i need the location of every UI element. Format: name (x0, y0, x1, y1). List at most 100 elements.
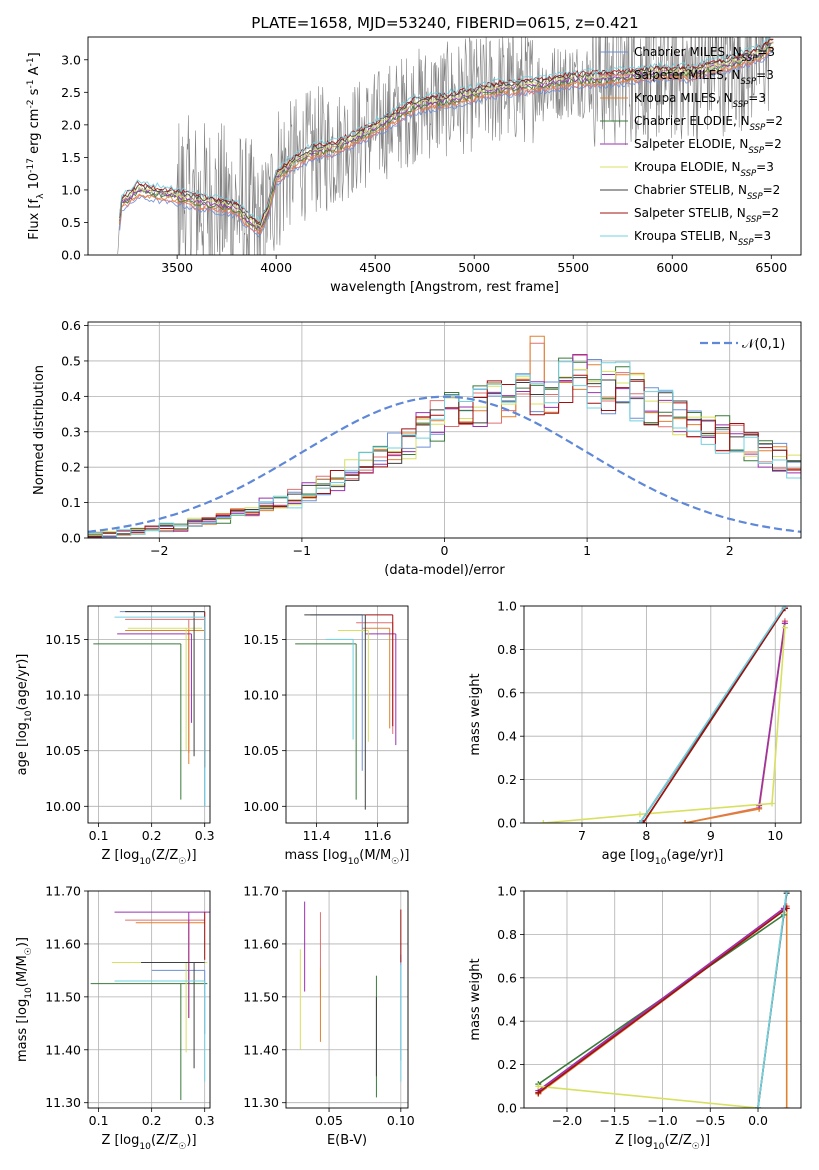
y-tick-label: 0.0 (61, 531, 81, 546)
axes-frame (523, 890, 802, 1109)
mass-weight-marker (535, 1089, 542, 1096)
legend-entry: Chabrier STELIB, NSSP=2 (634, 183, 780, 202)
spectrum-axes: 3500 4000 4500 5000 5500 6000 6500 0.0 0.5 1.0 1.5… (26, 36, 802, 295)
mass-weight-marker (783, 891, 790, 894)
legend-entry: Salpeter MILES, NSSP=3 (634, 68, 774, 87)
x-tick-label: 0.2 (142, 828, 162, 843)
mass_vs_Z-plot-area (90, 911, 210, 1101)
y-tick-label: 11.40 (45, 1042, 81, 1057)
y-tick-label: 1.0 (61, 182, 81, 197)
legend-entry: 𝒩(0,1) (742, 337, 785, 352)
axes-frame (523, 605, 802, 824)
legend-subscript: SSP (747, 192, 763, 202)
x-tick-label: 0 (441, 543, 449, 558)
weight_vs_Z-axes: −2.0 −1.5 −1.0 −0.5 0.0 0.0 0.2 0.4 0.6 0.8 1.0 Z [… (468, 884, 802, 1152)
y-tick-label: 11.40 (243, 1042, 279, 1057)
axes-frame (285, 605, 409, 824)
legend-suffix: =3 (748, 91, 766, 105)
legend-subscript: SSP (733, 100, 749, 110)
x-axis-label: Z [log10(Z/Z☉)] (615, 1133, 710, 1152)
mass-weight-marker (535, 1083, 542, 1090)
y-tick-label: 0.2 (497, 1057, 517, 1072)
y-tick-label: 1.0 (497, 599, 517, 614)
mass_vs_ebv-plot-area (299, 901, 402, 1098)
x-axis-label: Z [log10(Z/Z☉)] (101, 1133, 196, 1152)
model-spectrum-line (119, 37, 772, 224)
legend-label: Salpeter ELODIE, N (634, 137, 748, 151)
x-axis-label: E(B-V) (327, 1133, 367, 1148)
legend-label: Salpeter STELIB, N (634, 206, 746, 220)
y-axis-label: age [log10(age/yr)] (15, 654, 34, 776)
x-tick-label: −1 (293, 543, 311, 558)
y-tick-label: 0.8 (497, 642, 517, 657)
residuals-axes: −2 −1 0 1 2 0.0 0.1 0.2 0.3 0.4 0.5 0.6 (data-model)… (32, 318, 802, 578)
legend-label: Kroupa STELIB, N (634, 229, 738, 243)
x-tick-label: 9 (707, 828, 715, 843)
weight_vs_Z-plot-area (535, 891, 790, 1108)
residual-histogram-line (88, 357, 801, 535)
mass-weight-line (639, 606, 786, 823)
legend-suffix: =2 (763, 183, 781, 197)
axes-frame (87, 321, 802, 539)
y-tick-label: 11.30 (243, 1095, 279, 1110)
y-tick-label: 11.60 (45, 936, 81, 951)
y-tick-label: 11.50 (243, 989, 279, 1004)
mass-weight-marker (682, 820, 689, 823)
legend-entry: Chabrier MILES, NSSP=3 (634, 45, 775, 64)
x-axis-label: wavelength [Angstrom, rest frame] (330, 280, 559, 295)
x-tick-label: −1.5 (600, 1113, 630, 1128)
axes-frame (285, 890, 409, 1109)
legend-entry: Salpeter ELODIE, NSSP=2 (634, 137, 782, 156)
model-spectrum-line (119, 46, 774, 235)
legend-subscript: SSP (738, 238, 754, 248)
x-tick-label: 0.3 (195, 1113, 215, 1128)
legend-label: Chabrier ELODIE, N (634, 114, 750, 128)
x-tick-label: 8 (642, 828, 650, 843)
x-axis-label: Z [log10(Z/Z☉)] (101, 848, 196, 867)
mass-weight-marker (640, 820, 647, 823)
legend-suffix: =2 (765, 114, 783, 128)
x-tick-label: −0.5 (695, 1113, 725, 1128)
mass-weight-marker (781, 606, 788, 609)
y-tick-label: 10.05 (243, 743, 279, 758)
legend-suffix: =3 (754, 229, 772, 243)
x-tick-label: 6500 (755, 260, 787, 275)
y-tick-label: 11.70 (243, 884, 279, 899)
legend-suffix: =3 (756, 68, 774, 82)
y-tick-label: 0.4 (61, 389, 81, 404)
y-tick-label: 10.10 (243, 688, 279, 703)
y-tick-label: 0.6 (497, 685, 517, 700)
x-tick-label: 5500 (557, 260, 589, 275)
residual-histogram-line (88, 354, 801, 538)
y-tick-label: 0.0 (61, 248, 81, 263)
x-tick-label: −1.0 (647, 1113, 677, 1128)
axes-frame (87, 36, 802, 256)
x-tick-label: 11.4 (303, 828, 331, 843)
x-tick-label: 7 (578, 828, 586, 843)
y-tick-label: 11.30 (45, 1095, 81, 1110)
legend-subscript: SSP (742, 54, 758, 64)
y-tick-label: 10.15 (243, 632, 279, 647)
y-tick-label: 2.5 (61, 85, 81, 100)
legend-suffix: =3 (757, 45, 775, 59)
y-tick-label: 0.0 (497, 1101, 517, 1116)
legend-label: Salpeter MILES, N (634, 68, 741, 82)
x-tick-label: 4000 (260, 260, 292, 275)
legend-label: Chabrier STELIB, N (634, 183, 747, 197)
mass-weight-marker (769, 800, 776, 807)
x-tick-label: 0.05 (315, 1113, 343, 1128)
weight_vs_age-axes: 7 8 9 10 0.0 0.2 0.4 0.6 0.8 1.0 age [log10(age/yr… (468, 599, 802, 867)
mass-weight-line (758, 623, 786, 806)
mass-weight-marker (636, 820, 643, 823)
x-tick-label: 10 (767, 828, 783, 843)
x-tick-label: 0.1 (89, 828, 109, 843)
legend-subscript: SSP (741, 169, 757, 179)
y-tick-label: 10.05 (45, 743, 81, 758)
mass-weight-marker (783, 1105, 790, 1108)
legend-subscript: SSP (746, 215, 762, 225)
mass-weight-line (684, 621, 786, 823)
x-tick-label: −2.0 (552, 1113, 582, 1128)
x-tick-label: 0.0 (748, 1113, 768, 1128)
y-tick-label: 11.60 (243, 936, 279, 951)
